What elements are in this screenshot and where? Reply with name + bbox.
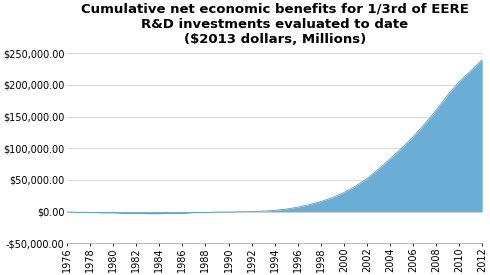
Title: Cumulative net economic benefits for 1/3rd of EERE
R&D investments evaluated to : Cumulative net economic benefits for 1/3…: [81, 3, 468, 46]
